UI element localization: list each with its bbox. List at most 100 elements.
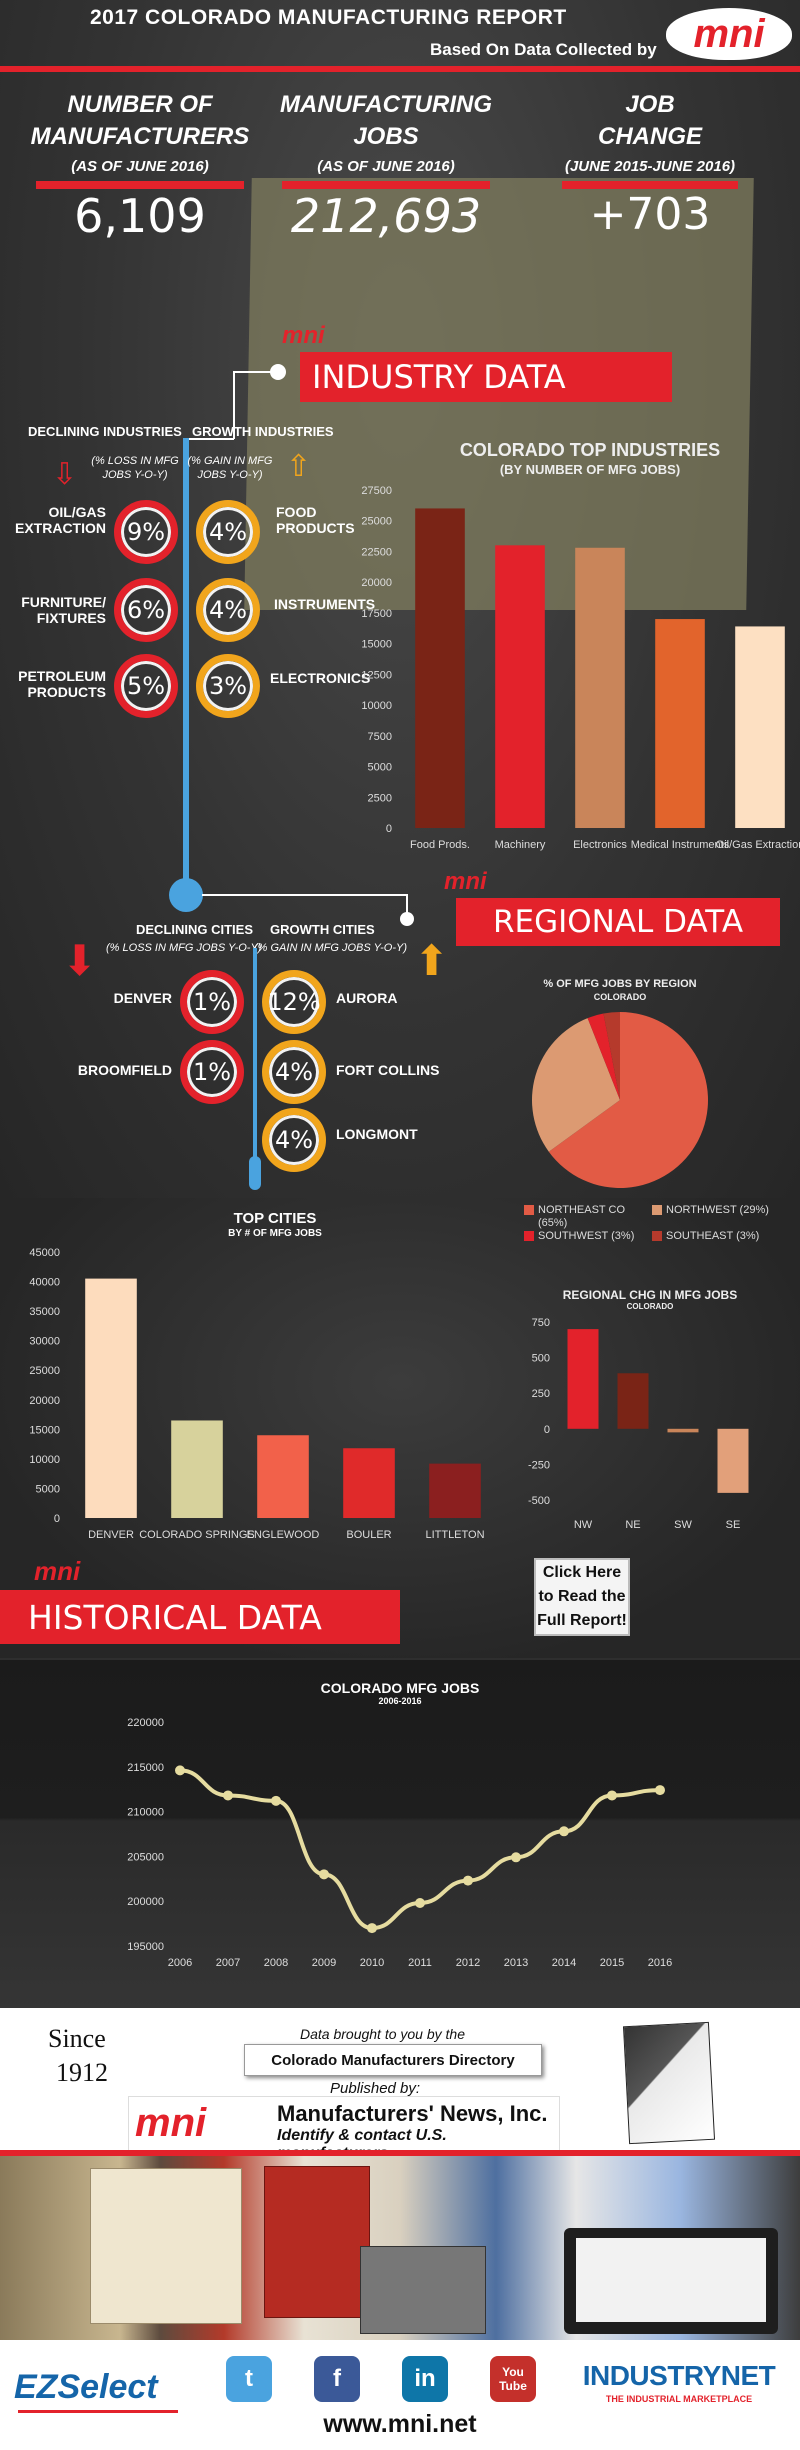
- growth-industry-label: FOOD PRODUCTS: [276, 504, 355, 536]
- stat-underline: [562, 181, 738, 189]
- x-tick-label: DENVER: [88, 1529, 134, 1541]
- facebook-icon[interactable]: f: [314, 2356, 360, 2402]
- x-tick-label: 2009: [312, 1957, 336, 1969]
- stat-label-1: JOB: [625, 91, 675, 118]
- stat-label-2: MANUFACTURERS: [30, 123, 250, 150]
- stat-label-1: NUMBER OF: [67, 91, 213, 118]
- regional-chg-title: REGIONAL CHG IN MFG JOBS: [562, 1288, 738, 1302]
- stat-note: (AS OF JUNE 2016): [317, 158, 455, 175]
- data-point: [319, 1869, 329, 1880]
- read-full-report-button[interactable]: Click Here to Read the Full Report!: [534, 1558, 630, 1636]
- x-tick-label: Medical Instruments: [631, 839, 730, 851]
- y-tick-label: 215000: [127, 1762, 164, 1774]
- industrynet-logo[interactable]: INDUSTRYNET THE INDUSTRIAL MARKETPLACE: [574, 2360, 784, 2416]
- publisher-logo: mni: [135, 2101, 207, 2145]
- top-industries-title: COLORADO TOP INDUSTRIES: [459, 440, 721, 460]
- website-link[interactable]: www.mni.net: [323, 2410, 477, 2438]
- y-tick-label: 210000: [127, 1807, 164, 1819]
- declining-cities-title: DECLINING CITIES: [136, 922, 254, 937]
- declining-industry-label: PETROLEUM PRODUCTS: [18, 668, 106, 700]
- growth-industry-label: ELECTRONICS: [270, 670, 371, 686]
- regional-chg-subtitle: COLORADO: [626, 1302, 674, 1311]
- region-pie-chart: [532, 1012, 708, 1188]
- growth-industries-title: GROWTH INDUSTRIES: [192, 424, 334, 439]
- twitter-icon[interactable]: t: [226, 2356, 272, 2402]
- regional-logo: mni: [444, 868, 487, 895]
- bar: [667, 1428, 699, 1433]
- pie-slice: [587, 1013, 620, 1100]
- blue-node: [169, 878, 203, 912]
- linkedin-icon[interactable]: in: [402, 2356, 448, 2402]
- growth-industry-ring: 4%: [196, 500, 260, 564]
- connector-h-mid: [186, 438, 234, 440]
- ezselect-logo[interactable]: EZSelect: [14, 2364, 194, 2414]
- x-tick-label: 2015: [600, 1957, 624, 1969]
- declining-city-label: BROOMFIELD: [77, 1062, 172, 1078]
- y-tick-label: 0: [54, 1513, 60, 1525]
- declining-industry-ring: 5%: [114, 654, 178, 718]
- bar: [717, 1428, 749, 1493]
- x-tick-label: SW: [674, 1519, 692, 1530]
- y-tick-label: 45000: [29, 1247, 60, 1259]
- stat-label-2: CHANGE: [597, 123, 702, 150]
- regional-heading-text: REGIONAL DATA: [492, 904, 744, 940]
- regional-blue-drop: [249, 1156, 261, 1190]
- growth-city-label: AURORA: [336, 990, 398, 1006]
- y-tick-label: 500: [532, 1353, 550, 1365]
- historical-line-chart: 195000 200000 205000 210000 215000 220000 2006…: [127, 1717, 672, 1969]
- declining-industry-label: FURNITURE/ FIXTURES: [21, 594, 106, 626]
- x-tick-label: NE: [625, 1519, 640, 1530]
- historical-heading: HISTORICAL DATA: [0, 1590, 400, 1644]
- legend-label: NORTHWEST (29%): [666, 1204, 769, 1216]
- y-tick-label: 22500: [361, 546, 392, 558]
- published-text: Published by:: [330, 2080, 421, 2097]
- x-tick-label: COLORADO SPRINGS: [139, 1529, 255, 1541]
- data-point: [175, 1765, 185, 1776]
- x-tick-label: Oil/Gas Extraction: [716, 839, 800, 851]
- x-tick-label: 2008: [264, 1957, 288, 1969]
- bar: [257, 1435, 309, 1518]
- youtube-icon[interactable]: You Tube: [490, 2356, 536, 2402]
- since-year: 1912: [56, 2058, 108, 2087]
- stat-underline: [282, 181, 490, 189]
- directory-name: Colorado Manufacturers Directory: [271, 2051, 515, 2069]
- top-industries-subtitle: (BY NUMBER OF MFG JOBS): [499, 462, 681, 477]
- data-point: [511, 1852, 521, 1863]
- top-industries-chart: 0 2500 5000 7500 10000 12500 15000 17500 20000 22…: [361, 485, 800, 851]
- regional-blue-line: [253, 948, 257, 1176]
- brought-text: Data brought to you by the: [300, 2026, 465, 2042]
- growth-city-label: FORT COLLINS: [336, 1062, 440, 1078]
- connector-h-regional: [202, 894, 408, 896]
- ezselect-text: EZSelect: [14, 2368, 158, 2406]
- stat-manufacturers: NUMBER OF MANUFACTURERS (AS OF JUNE 2016…: [20, 90, 260, 243]
- industrynet-tagline: THE INDUSTRIAL MARKETPLACE: [605, 2394, 753, 2404]
- y-tick-label: 17500: [361, 608, 392, 620]
- x-tick-label: 2011: [408, 1957, 432, 1969]
- y-tick-label: 15000: [361, 639, 392, 651]
- y-tick-label: 10000: [29, 1454, 60, 1466]
- top-cities-title: TOP CITIES: [233, 1210, 317, 1227]
- directory-box: Colorado Manufacturers Directory: [244, 2044, 542, 2076]
- declining-city-ring: 1%: [180, 1040, 244, 1104]
- region-pie-title: % OF MFG JOBS BY REGION: [543, 978, 697, 990]
- y-tick-label: 27500: [361, 485, 392, 497]
- stat-value: +703: [589, 189, 711, 240]
- legend-item: NORTHEAST CO (65%): [524, 1204, 648, 1230]
- collage-newsletter: [90, 2168, 242, 2324]
- bar: [735, 626, 785, 828]
- mni-logo-text: mni: [693, 11, 765, 56]
- y-tick-label: 20000: [29, 1395, 60, 1407]
- header-divider: [0, 66, 800, 72]
- publisher-name: Manufacturers' News, Inc.: [277, 2101, 548, 2126]
- bar: [85, 1278, 137, 1518]
- growth-industries-note: (% GAIN IN MFG JOBS Y-O-Y): [187, 455, 273, 481]
- header-logo[interactable]: mni: [666, 8, 792, 60]
- legend-item: SOUTHEAST (3%): [652, 1230, 776, 1243]
- growth-cities-title: GROWTH CITIES: [270, 922, 375, 937]
- x-tick-label: NW: [574, 1519, 593, 1530]
- publisher-banner[interactable]: mni Manufacturers' News, Inc. Identify &…: [128, 2096, 560, 2162]
- declining-city-label: DENVER: [113, 990, 172, 1006]
- x-tick-label: SE: [726, 1519, 741, 1530]
- collage-photo: [360, 2246, 486, 2334]
- bar: [655, 619, 705, 828]
